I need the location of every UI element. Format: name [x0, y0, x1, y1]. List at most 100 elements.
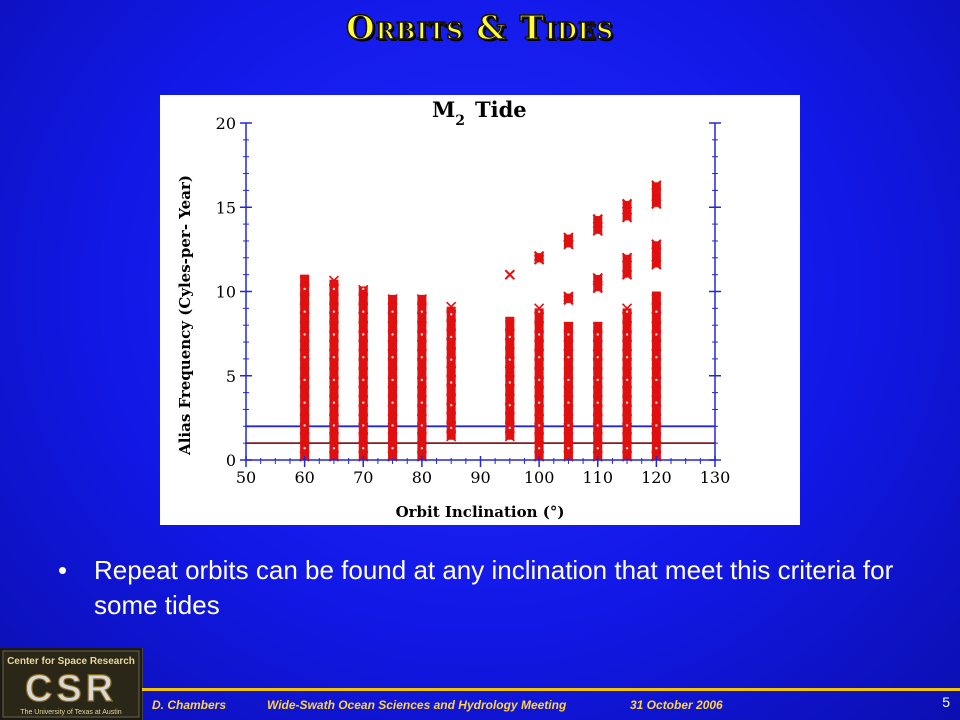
marker-glint	[391, 424, 394, 427]
x-marker	[299, 433, 310, 444]
x-marker	[592, 405, 603, 416]
x-tick-label: 130	[700, 468, 731, 487]
x-marker	[563, 321, 574, 332]
x-marker	[299, 358, 310, 370]
marker-bar	[300, 274, 310, 460]
x-marker	[651, 423, 662, 434]
x-marker	[358, 321, 369, 332]
x-marker	[651, 303, 662, 314]
x-marker	[387, 349, 398, 360]
x-marker	[651, 414, 662, 425]
x-marker	[328, 340, 340, 351]
x-tick-label: 90	[470, 468, 490, 487]
svg-text:The University of Texas at Aus: The University of Texas at Austin	[20, 709, 122, 716]
marker-glint	[537, 401, 541, 404]
x-marker	[328, 358, 340, 370]
x-marker	[534, 358, 545, 370]
x-marker	[446, 403, 457, 414]
x-marker	[534, 349, 545, 360]
x-marker	[621, 340, 633, 351]
x-marker	[299, 275, 310, 286]
x-marker	[416, 331, 427, 342]
x-marker	[563, 423, 574, 434]
x-marker	[651, 386, 662, 397]
x-marker	[563, 395, 574, 407]
x-marker	[504, 431, 515, 442]
x-marker	[299, 349, 310, 360]
marker-glint	[655, 378, 658, 382]
x-marker	[621, 303, 633, 314]
marker-bar	[534, 308, 544, 460]
x-marker	[387, 340, 398, 351]
x-tick-label: 60	[294, 468, 314, 487]
x-marker	[504, 394, 515, 405]
x-marker	[446, 347, 457, 359]
x-marker	[299, 405, 310, 416]
marker-bar	[329, 279, 339, 460]
chart-tick-labels: 0 5 10 15 20 50 60 70 80 90 100 110 120 130	[216, 114, 731, 487]
marker-column-100	[533, 250, 545, 462]
x-marker	[328, 433, 340, 444]
x-marker	[563, 386, 574, 397]
x-marker	[651, 377, 662, 388]
marker-glint	[655, 333, 658, 336]
x-marker	[446, 357, 457, 368]
x-marker	[504, 338, 515, 349]
x-marker	[592, 349, 603, 360]
marker-bar	[505, 316, 515, 440]
x-marker	[328, 414, 340, 425]
x-marker	[387, 395, 398, 407]
marker-cluster	[651, 182, 661, 207]
x-marker	[299, 386, 310, 397]
marker-glint	[655, 424, 658, 427]
marker-bar	[417, 294, 427, 460]
x-marker	[299, 377, 310, 388]
x-marker	[387, 405, 398, 416]
marker-glint	[449, 426, 453, 430]
marker-bar	[388, 294, 398, 460]
x-marker	[387, 294, 398, 305]
marker-glint	[391, 378, 394, 382]
marker-glint	[420, 356, 424, 359]
x-marker	[621, 368, 633, 379]
bullet-point: • Repeat orbits can be found at any incl…	[58, 553, 918, 623]
x-marker	[446, 338, 457, 349]
marker-column-80	[416, 294, 427, 462]
marker-glint	[596, 333, 599, 336]
x-marker	[358, 294, 369, 305]
x-tick-label: 120	[641, 468, 672, 487]
x-marker	[592, 358, 603, 370]
y-tick-label: 20	[216, 114, 236, 133]
x-marker	[328, 423, 340, 434]
marker-cluster	[622, 254, 632, 278]
marker-glint	[332, 287, 336, 291]
x-marker	[446, 394, 457, 405]
x-tick-label: 80	[412, 468, 432, 487]
footer-meeting: Wide-Swath Ocean Sciences and Hydrology …	[267, 698, 567, 712]
x-marker	[358, 386, 369, 397]
x-marker	[504, 329, 515, 340]
x-marker	[592, 395, 603, 407]
marker-glint	[303, 378, 306, 382]
x-marker	[563, 358, 574, 370]
marker-cluster	[534, 253, 544, 263]
x-marker	[504, 375, 515, 386]
marker-glint	[625, 378, 629, 382]
x-marker	[387, 358, 398, 370]
x-marker	[416, 303, 427, 314]
marker-bar	[651, 291, 661, 460]
marker-glint	[332, 310, 336, 313]
x-marker	[446, 375, 457, 386]
y-tick-label: 10	[216, 283, 236, 302]
x-marker	[592, 321, 603, 332]
x-marker	[651, 349, 662, 360]
marker-glint	[303, 424, 306, 427]
x-marker	[416, 395, 427, 407]
marker-column-70	[358, 284, 369, 462]
marker-glint	[567, 356, 570, 359]
x-marker	[534, 368, 545, 379]
x-marker	[387, 433, 398, 444]
marker-glint	[537, 310, 541, 313]
x-marker	[621, 377, 633, 388]
x-marker	[387, 303, 398, 314]
